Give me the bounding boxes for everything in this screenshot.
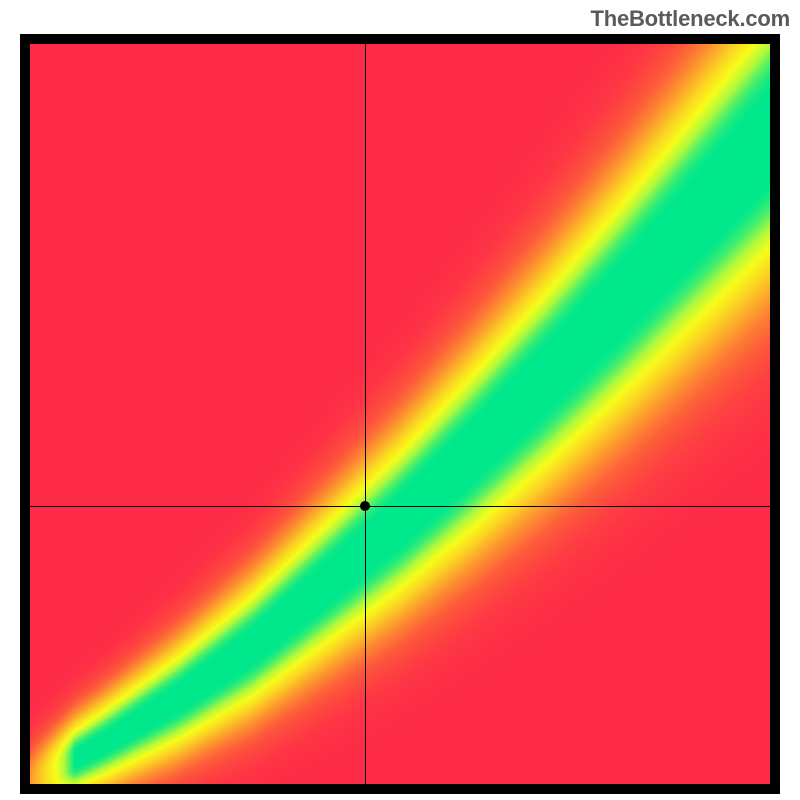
watermark-text: TheBottleneck.com xyxy=(590,6,790,32)
plot-area xyxy=(30,44,770,784)
crosshair-horizontal xyxy=(30,506,770,507)
crosshair-vertical xyxy=(365,44,366,784)
data-point-marker xyxy=(360,501,370,511)
chart-container: TheBottleneck.com xyxy=(0,0,800,800)
heatmap-canvas xyxy=(30,44,770,784)
